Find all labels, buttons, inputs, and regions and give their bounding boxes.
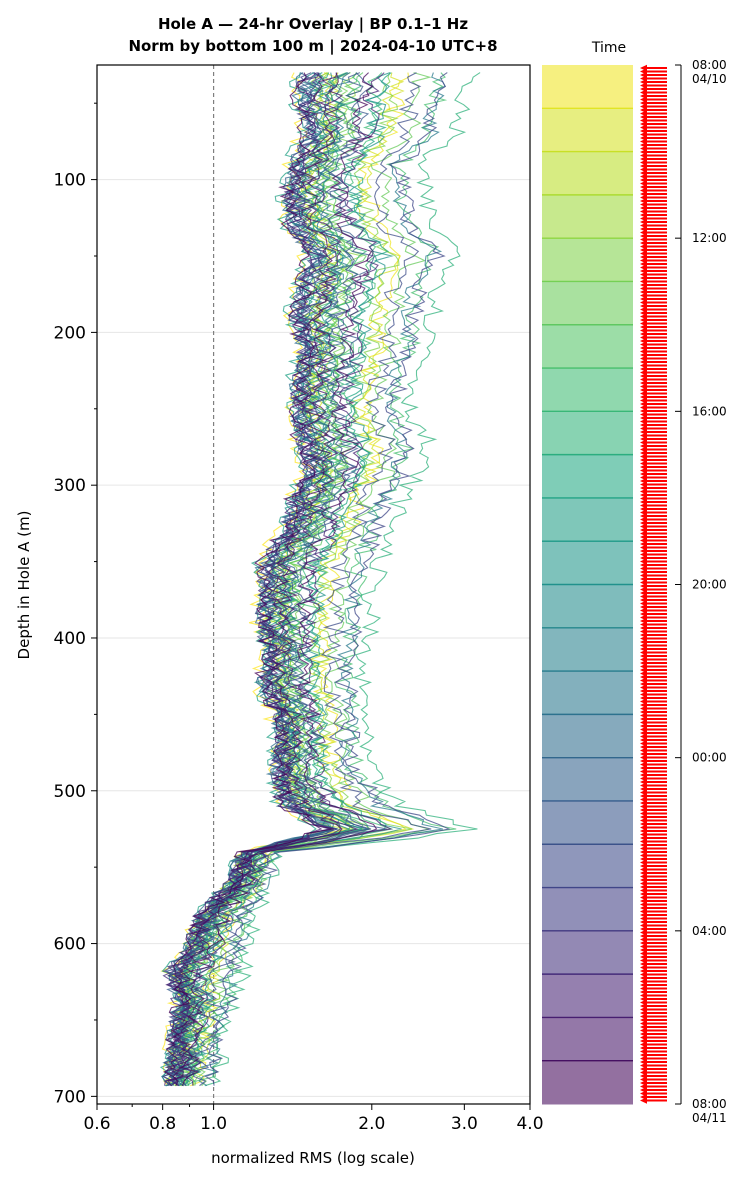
colorbar-segment: [542, 627, 633, 672]
y-tick-label: 300: [54, 476, 86, 496]
colorbar-tick-time: 12:00: [692, 231, 727, 245]
x-tick-label: 3.0: [451, 1114, 478, 1134]
colorbar-segment: [542, 844, 633, 889]
x-tick-label: 0.8: [149, 1114, 176, 1134]
colorbar-tick-time: 08:00: [692, 1097, 727, 1111]
time-marker: [640, 1097, 647, 1104]
chart-subtitle: Norm by bottom 100 m | 2024-04-10 UTC+8: [128, 37, 497, 56]
colorbar-segment: [542, 151, 633, 196]
colorbar-segment: [542, 454, 633, 499]
colorbar-tick-time: 04:00: [692, 924, 727, 938]
colorbar-label: Time: [591, 40, 626, 56]
series-line: [204, 72, 481, 1087]
series-line: [184, 72, 402, 1087]
x-tick-label: 2.0: [358, 1114, 385, 1134]
colorbar-segment: [542, 411, 633, 456]
colorbar-ticks: 08:0004/1012:0016:0020:0000:0004:0008:00…: [675, 58, 727, 1125]
time-markers: [640, 64, 667, 1104]
series-line: [167, 72, 343, 1086]
series-line: [184, 72, 393, 1086]
y-axis-label: Depth in Hole A (m): [15, 511, 33, 660]
colorbar-segment: [542, 671, 633, 715]
series-line: [198, 72, 446, 1087]
colorbar-tick-time: 00:00: [692, 751, 727, 765]
series-line: [163, 72, 334, 1086]
series-line: [178, 72, 378, 1086]
y-tick-label: 400: [54, 629, 86, 649]
colorbar-segment: [542, 930, 633, 975]
series-line: [179, 72, 367, 1087]
x-tick-label: 0.6: [83, 1114, 110, 1134]
colorbar-segment: [542, 324, 633, 369]
x-axis: 0.6 0.8 1.0 2.0 3.0 4.0: [83, 1104, 544, 1134]
colorbar-segment: [542, 194, 633, 239]
y-tick-label: 500: [54, 782, 86, 802]
series-line: [171, 72, 351, 1086]
colorbar-segment: [542, 368, 633, 412]
colorbar-segment: [542, 714, 633, 759]
colorbar-segment: [542, 757, 633, 802]
y-tick-label: 600: [54, 935, 86, 955]
colorbar-segment: [542, 281, 633, 326]
y-tick-label: 700: [54, 1087, 86, 1107]
series-line: [204, 72, 451, 1086]
colorbar-segment: [542, 238, 633, 282]
x-tick-label: 1.0: [200, 1114, 227, 1134]
colorbar: [542, 64, 682, 1105]
y-axis: 100 200 300 400 500 600 700: [54, 102, 97, 1107]
colorbar-tick-time: 20:00: [692, 578, 727, 592]
plot-frame: [96, 64, 531, 1105]
series-line: [170, 72, 359, 1087]
x-axis-label: normalized RMS (log scale): [211, 1149, 415, 1167]
plot-area: [96, 64, 531, 1105]
colorbar-segment: [542, 887, 633, 932]
colorbar-tick-date: 04/11: [692, 1111, 727, 1125]
colorbar-segment: [542, 974, 633, 1018]
x-tick-label: 4.0: [516, 1114, 543, 1134]
colorbar-segment: [542, 108, 633, 153]
series-line: [194, 72, 457, 1086]
y-tick-label: 100: [54, 171, 86, 191]
colorbar-segment: [542, 1017, 633, 1062]
colorbar-tick-time: 16:00: [692, 404, 727, 418]
colorbar-segment: [542, 800, 633, 845]
series-line: [168, 72, 368, 1086]
colorbar-segment: [542, 497, 633, 542]
series-line: [181, 72, 388, 1086]
colorbar-segment: [542, 65, 633, 109]
colorbar-segment: [542, 1060, 633, 1105]
y-tick-label: 200: [54, 323, 86, 343]
chart-title: Hole A — 24-hr Overlay | BP 0.1–1 Hz: [158, 15, 468, 34]
colorbar-tick-date: 04/10: [692, 72, 727, 86]
colorbar-segment: [542, 584, 633, 629]
colorbar-segment: [542, 541, 633, 585]
colorbar-tick-time: 08:00: [692, 58, 727, 72]
series-line: [185, 72, 392, 1087]
